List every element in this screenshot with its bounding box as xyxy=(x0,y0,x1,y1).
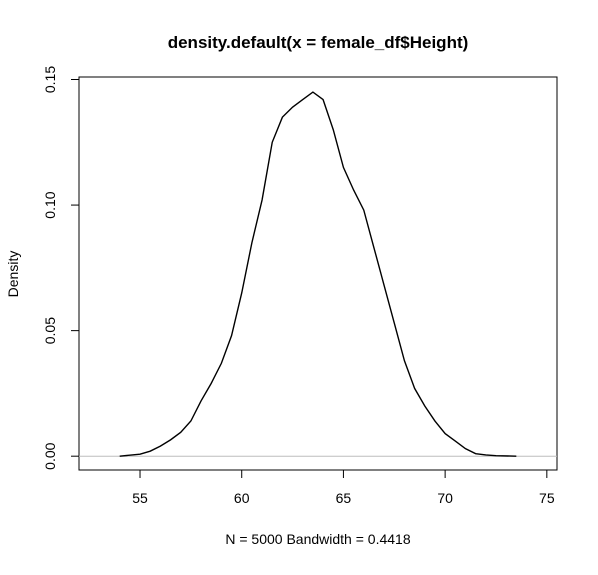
y-tick-label: 0.10 xyxy=(42,191,58,218)
x-axis: 55 60 65 70 75 xyxy=(132,469,555,506)
density-curve xyxy=(119,91,517,457)
y-axis-label: Density xyxy=(5,251,21,298)
y-tick-label: 0.15 xyxy=(42,66,58,93)
x-axis-label: N = 5000 Bandwidth = 0.4418 xyxy=(225,531,410,547)
y-axis: 0.00 0.05 0.10 0.15 xyxy=(42,66,80,470)
x-tick-label: 55 xyxy=(132,490,148,506)
y-tick-label: 0.00 xyxy=(42,442,58,469)
y-tick-label: 0.05 xyxy=(42,317,58,344)
x-tick-label: 75 xyxy=(539,490,555,506)
chart-title: density.default(x = female_df$Height) xyxy=(168,33,469,52)
x-tick-label: 60 xyxy=(234,490,250,506)
x-tick-label: 70 xyxy=(437,490,453,506)
x-tick-label: 65 xyxy=(336,490,352,506)
plot-frame xyxy=(78,76,558,471)
